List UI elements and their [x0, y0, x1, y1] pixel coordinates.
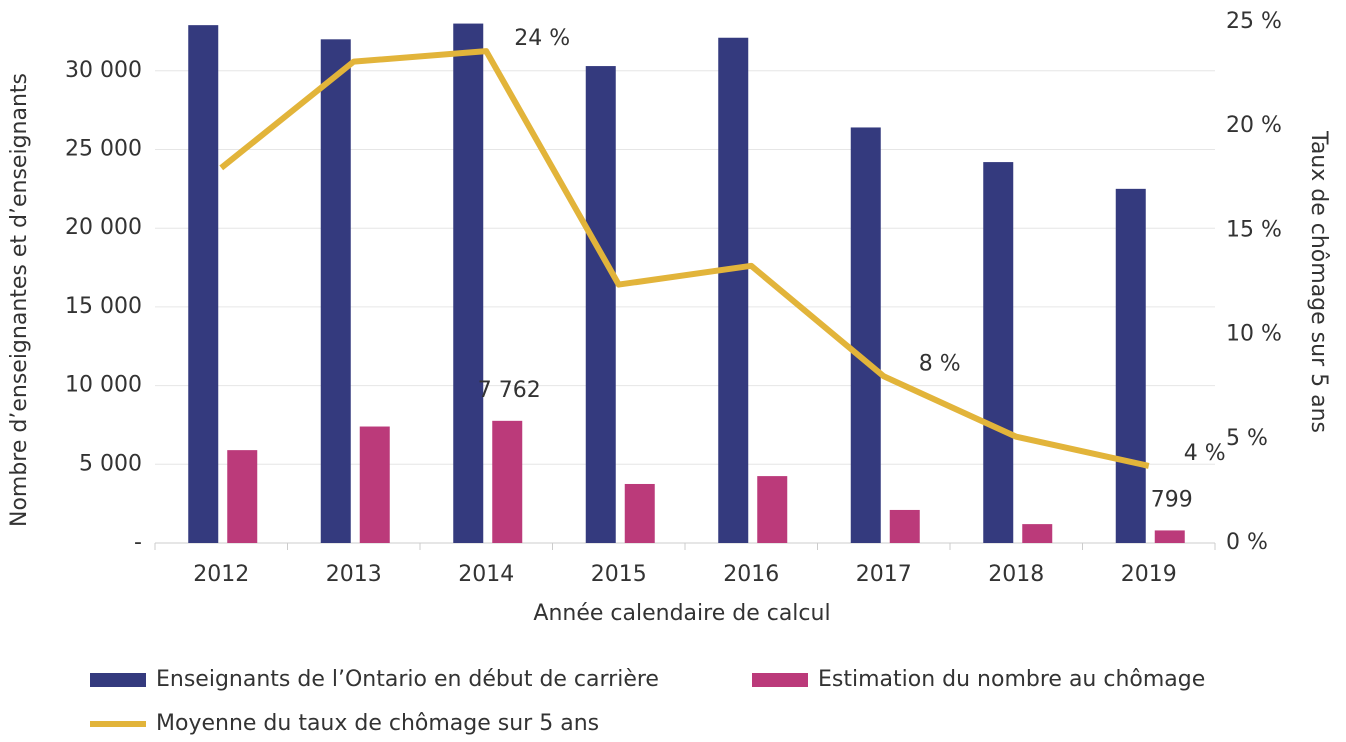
bar	[624, 483, 655, 543]
x-tick-label: 2015	[591, 562, 647, 587]
y-tick-label: 15 000	[65, 294, 142, 319]
y2-tick-label: 0 %	[1226, 530, 1268, 555]
bar	[1022, 524, 1053, 543]
x-tick-label: 2016	[723, 562, 779, 587]
y2-tick-label: 10 %	[1226, 322, 1282, 347]
y2-axis-title: Taux de chômage sur 5 ans	[1306, 130, 1331, 433]
x-tick-label: 2014	[458, 562, 514, 587]
y-axis-title: Nombre d’enseignantes et d’enseignants	[7, 73, 32, 527]
y-tick-label: 10 000	[65, 373, 142, 398]
x-tick-label: 2017	[856, 562, 912, 587]
bar	[227, 450, 258, 543]
bar	[718, 37, 749, 544]
y-tick-label: 30 000	[65, 58, 142, 83]
y-tick-label: 5 000	[79, 451, 142, 476]
data-label: 4 %	[1184, 441, 1226, 466]
bar	[983, 162, 1014, 543]
legend-swatch	[752, 673, 808, 687]
legend-label: Estimation du nombre au chômage	[818, 667, 1205, 692]
y2-tick-label: 15 %	[1226, 217, 1282, 242]
bar	[1154, 530, 1185, 543]
bar	[453, 23, 484, 543]
bar	[757, 476, 788, 543]
y2-tick-label: 20 %	[1226, 113, 1282, 138]
bar	[889, 509, 920, 543]
data-label: 799	[1151, 487, 1193, 512]
legend-swatch	[90, 673, 146, 687]
x-axis-title: Année calendaire de calcul	[533, 601, 830, 626]
x-tick-label: 2013	[326, 562, 382, 587]
legend-label: Moyenne du taux de chômage sur 5 ans	[156, 711, 599, 736]
bar	[585, 66, 616, 543]
y-tick-label: 20 000	[65, 215, 142, 240]
bar	[492, 420, 523, 543]
y-tick-label: 25 000	[65, 136, 142, 161]
legend-label: Enseignants de l’Ontario en début de car…	[156, 667, 659, 692]
data-label: 24 %	[514, 26, 570, 51]
bar	[1115, 188, 1146, 543]
y2-tick-label: 5 %	[1226, 426, 1268, 451]
x-tick-label: 2018	[988, 562, 1044, 587]
bar	[188, 25, 219, 544]
x-tick-label: 2012	[193, 562, 249, 587]
y2-tick-label: 25 %	[1226, 9, 1282, 34]
data-label: 7 762	[478, 378, 541, 403]
x-tick-label: 2019	[1121, 562, 1177, 587]
bar	[359, 426, 390, 543]
bar	[320, 39, 351, 543]
data-label: 8 %	[919, 351, 961, 376]
y-tick-label: -	[134, 530, 142, 555]
line	[219, 48, 1150, 469]
bar	[850, 127, 881, 543]
